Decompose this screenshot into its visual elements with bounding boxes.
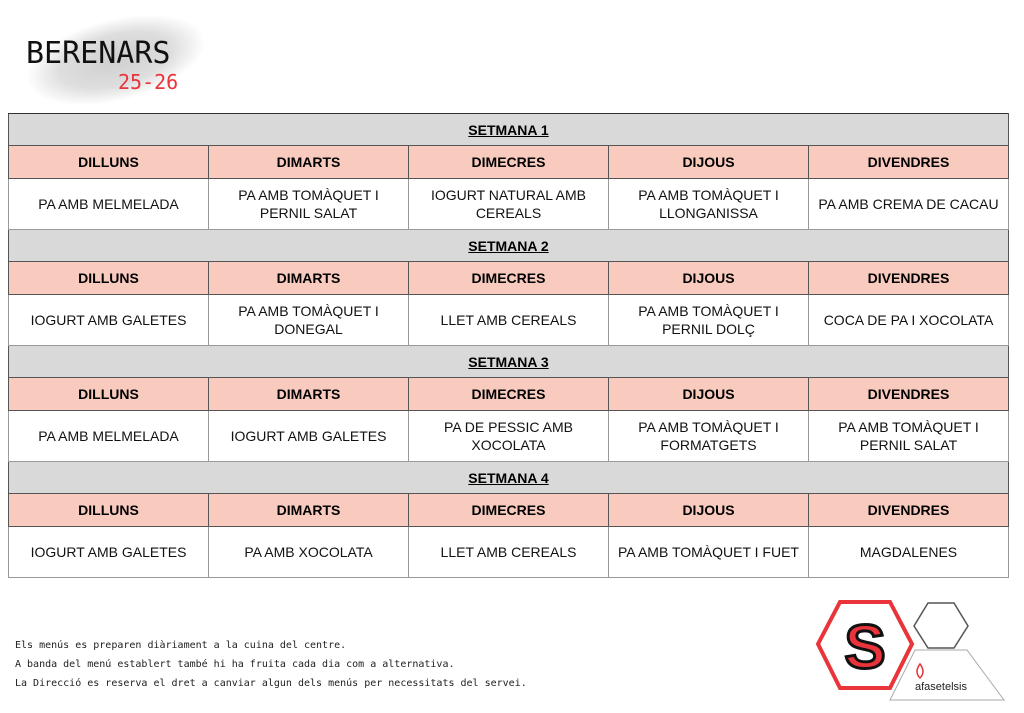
day-header-row: DILLUNS DIMARTS DIMECRES DIJOUS DIVENDRES bbox=[8, 493, 1009, 527]
grey-hexagon bbox=[913, 602, 969, 649]
menu-row: IOGURT AMB GALETES PA AMB XOCOLATA LLET AM… bbox=[8, 526, 1009, 578]
menu-cell: PA AMB TOMÀQUET I DONEGAL bbox=[208, 294, 409, 346]
day-header: DIJOUS bbox=[608, 377, 809, 411]
week-header-row: SETMANA 3 bbox=[8, 345, 1009, 378]
week-header-row: SETMANA 1 bbox=[8, 113, 1009, 146]
day-header: DIVENDRES bbox=[808, 261, 1009, 295]
day-header: DIMECRES bbox=[408, 377, 609, 411]
menu-cell: IOGURT AMB GALETES bbox=[8, 526, 209, 578]
menu-cell: PA AMB CREMA DE CACAU bbox=[808, 178, 1009, 230]
menu-cell: PA AMB TOMÀQUET I FORMATGETS bbox=[608, 410, 809, 462]
day-header: DIJOUS bbox=[608, 493, 809, 527]
day-header: DIMECRES bbox=[408, 261, 609, 295]
menu-row: PA AMB MELMELADA IOGURT AMB GALETES PA DE … bbox=[8, 410, 1009, 462]
school-year: 25-26 bbox=[118, 70, 179, 94]
menu-cell: PA AMB MELMELADA bbox=[8, 178, 209, 230]
week-label: SETMANA 1 bbox=[8, 113, 1009, 146]
menu-cell: IOGURT AMB GALETES bbox=[208, 410, 409, 462]
day-header: DIMARTS bbox=[208, 493, 409, 527]
menu-cell: IOGURT AMB GALETES bbox=[8, 294, 209, 346]
day-header: DIVENDRES bbox=[808, 377, 1009, 411]
menu-row: PA AMB MELMELADA PA AMB TOMÀQUET I PERNIL… bbox=[8, 178, 1009, 230]
week-header-row: SETMANA 4 bbox=[8, 461, 1009, 494]
afa-name: afasetelsis bbox=[915, 681, 967, 693]
note-line: A banda del menú establert també hi ha f… bbox=[15, 659, 455, 670]
note-line: Els menús es preparen diàriament a la cu… bbox=[15, 640, 347, 651]
menu-cell: PA AMB TOMÀQUET I PERNIL SALAT bbox=[808, 410, 1009, 462]
menu-cell: PA AMB TOMÀQUET I PERNIL SALAT bbox=[208, 178, 409, 230]
menu-row: IOGURT AMB GALETES PA AMB TOMÀQUET I DONE… bbox=[8, 294, 1009, 346]
week-label: SETMANA 3 bbox=[8, 345, 1009, 378]
day-header: DIVENDRES bbox=[808, 493, 1009, 527]
afa-logo: S afasetelsis bbox=[815, 600, 1005, 701]
menu-cell: PA AMB TOMÀQUET I PERNIL DOLÇ bbox=[608, 294, 809, 346]
berenars-logo: BERENARS 25-26 bbox=[18, 0, 218, 121]
red-hexagon bbox=[815, 600, 915, 690]
day-header: DIMARTS bbox=[208, 261, 409, 295]
footer-notes: Els menús es preparen diàriament a la cu… bbox=[15, 636, 527, 693]
menu-cell: IOGURT NATURAL AMB CEREALS bbox=[408, 178, 609, 230]
day-header: DILLUNS bbox=[8, 493, 209, 527]
day-header: DIJOUS bbox=[608, 261, 809, 295]
s-letter-icon: S bbox=[844, 613, 885, 682]
menu-cell: MAGDALENES bbox=[808, 526, 1009, 578]
day-header: DILLUNS bbox=[8, 377, 209, 411]
day-header: DIMARTS bbox=[208, 145, 409, 179]
day-header: DIMECRES bbox=[408, 145, 609, 179]
menu-cell: PA AMB TOMÀQUET I FUET bbox=[608, 526, 809, 578]
menu-cell: PA AMB MELMELADA bbox=[8, 410, 209, 462]
day-header: DILLUNS bbox=[8, 145, 209, 179]
menu-cell: PA AMB TOMÀQUET I LLONGANISSA bbox=[608, 178, 809, 230]
day-header: DIJOUS bbox=[608, 145, 809, 179]
week-label: SETMANA 4 bbox=[8, 461, 1009, 494]
menu-cell: LLET AMB CEREALS bbox=[408, 294, 609, 346]
day-header: DIMECRES bbox=[408, 493, 609, 527]
menu-cell: PA AMB XOCOLATA bbox=[208, 526, 409, 578]
week-header-row: SETMANA 2 bbox=[8, 229, 1009, 262]
menu-cell: COCA DE PA I XOCOLATA bbox=[808, 294, 1009, 346]
note-line: La Direcció es reserva el dret a canviar… bbox=[15, 678, 527, 689]
day-header-row: DILLUNS DIMARTS DIMECRES DIJOUS DIVENDRES bbox=[8, 261, 1009, 295]
menu-cell: PA DE PESSIC AMB XOCOLATA bbox=[408, 410, 609, 462]
grey-shape bbox=[889, 649, 1005, 701]
leaf-icon bbox=[916, 662, 924, 680]
day-header-row: DILLUNS DIMARTS DIMECRES DIJOUS DIVENDRES bbox=[8, 377, 1009, 411]
day-header: DIMARTS bbox=[208, 377, 409, 411]
day-header-row: DILLUNS DIMARTS DIMECRES DIJOUS DIVENDRES bbox=[8, 145, 1009, 179]
week-label: SETMANA 2 bbox=[8, 229, 1009, 262]
page-title: BERENARS bbox=[26, 36, 171, 71]
day-header: DIVENDRES bbox=[808, 145, 1009, 179]
menu-table: SETMANA 1 DILLUNS DIMARTS DIMECRES DIJOUS DIV… bbox=[8, 113, 1009, 578]
menu-cell: LLET AMB CEREALS bbox=[408, 526, 609, 578]
day-header: DILLUNS bbox=[8, 261, 209, 295]
